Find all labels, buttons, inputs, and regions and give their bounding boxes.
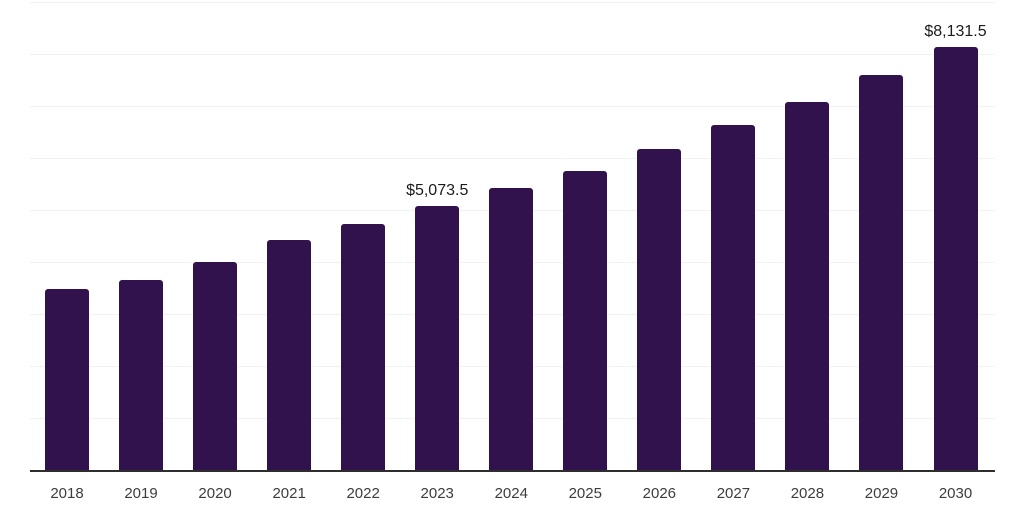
gridline xyxy=(30,105,995,107)
x-tick-label-2025: 2025 xyxy=(568,485,602,502)
bar-2022 xyxy=(341,224,386,470)
x-tick-label-2023: 2023 xyxy=(420,485,454,502)
bar-2023 xyxy=(415,205,460,470)
bar-2026 xyxy=(637,149,682,470)
bar-data-label: $8,131.5 xyxy=(924,22,987,40)
x-tick-label-2018: 2018 xyxy=(50,485,84,502)
gridline xyxy=(30,53,995,55)
bar-2019 xyxy=(119,280,164,470)
bar-2030 xyxy=(933,46,978,470)
x-tick-label-2022: 2022 xyxy=(346,485,380,502)
x-tick-label-2021: 2021 xyxy=(272,485,306,502)
gridline xyxy=(30,157,995,159)
bar-2021 xyxy=(267,239,312,470)
x-tick-label-2030: 2030 xyxy=(938,485,973,502)
bar-2024 xyxy=(489,188,534,470)
x-tick-label-2026: 2026 xyxy=(642,485,677,502)
x-axis-line xyxy=(30,470,995,472)
bar-2025 xyxy=(563,170,608,470)
x-tick-label-2020: 2020 xyxy=(198,485,232,502)
bar-2029 xyxy=(859,74,904,470)
x-tick-label-2019: 2019 xyxy=(124,485,158,502)
bar-2028 xyxy=(785,102,830,470)
x-tick-label-2028: 2028 xyxy=(790,485,825,502)
bar-2018 xyxy=(45,289,89,470)
x-tick-label-2029: 2029 xyxy=(864,485,899,502)
gridline xyxy=(30,1,995,3)
x-tick-label-2027: 2027 xyxy=(716,485,751,502)
bar-2027 xyxy=(711,124,756,470)
bar-2020 xyxy=(193,262,238,470)
bar-data-label: $5,073.5 xyxy=(406,181,469,199)
x-tick-label-2024: 2024 xyxy=(494,485,528,502)
